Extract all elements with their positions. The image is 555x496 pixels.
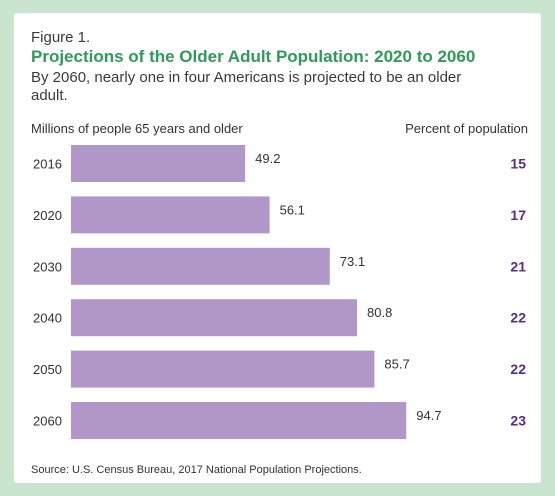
bar — [71, 402, 407, 439]
bar — [71, 299, 358, 337]
percent-label: 22 — [510, 310, 526, 326]
category-label: 2060 — [33, 414, 62, 429]
value-label: 73.1 — [340, 254, 365, 269]
category-label: 2040 — [33, 311, 62, 326]
figure-card: Figure 1. Projections of the Older Adult… — [14, 13, 541, 483]
percent-label: 22 — [510, 361, 526, 377]
percent-label: 23 — [510, 413, 526, 429]
source-note: Source: U.S. Census Bureau, 2017 Nationa… — [31, 464, 362, 476]
category-label: 2050 — [33, 362, 62, 377]
chart-subtitle: By 2060, nearly one in four Americans is… — [31, 69, 462, 104]
percent-label: 15 — [510, 156, 526, 172]
bar — [71, 350, 375, 388]
bar-chart: 2016 49.2 15 2020 56.1 17 2030 73.1 21 2040 80.8 22… — [33, 145, 526, 439]
value-label: 49.2 — [255, 151, 280, 166]
bar — [71, 247, 330, 285]
value-label: 80.8 — [367, 305, 392, 320]
percent-label: 17 — [510, 207, 526, 223]
chart-title: Projections of the Older Adult Populatio… — [31, 47, 476, 66]
bar — [71, 145, 246, 182]
percent-column-header: Percent of population — [405, 121, 528, 136]
value-axis-label: Millions of people 65 years and older — [31, 121, 243, 136]
bar — [71, 196, 270, 234]
percent-label: 21 — [510, 258, 526, 274]
value-label: 94.7 — [416, 408, 441, 423]
category-label: 2016 — [33, 157, 62, 172]
value-label: 85.7 — [384, 357, 409, 372]
figure-label: Figure 1. — [31, 29, 91, 46]
category-label: 2030 — [33, 259, 62, 274]
category-label: 2020 — [33, 208, 62, 223]
value-label: 56.1 — [280, 202, 305, 217]
